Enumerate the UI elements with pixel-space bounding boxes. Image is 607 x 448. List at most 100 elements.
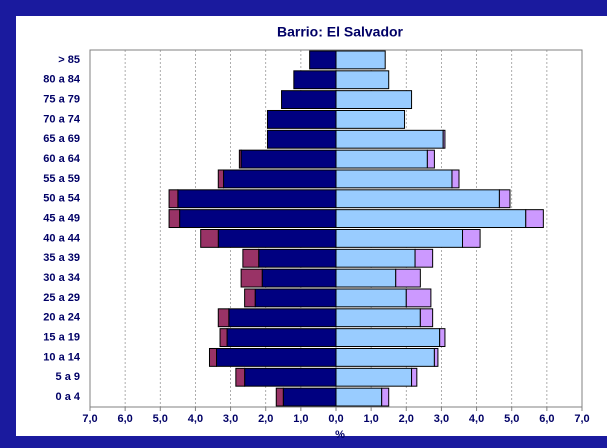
y-tick-label: 45 a 49 [43, 212, 80, 224]
bar [168, 209, 181, 229]
bar [335, 347, 435, 367]
bar [335, 228, 464, 248]
y-tick-label: 0 a 4 [56, 391, 81, 403]
bar [217, 308, 230, 328]
bar [414, 248, 434, 268]
bar [419, 308, 434, 328]
bar [244, 367, 337, 387]
bar [439, 328, 446, 348]
bar [226, 328, 337, 348]
bar [254, 288, 337, 308]
bar [266, 109, 337, 129]
x-tick-label: 6,0 [117, 413, 132, 425]
bar [235, 367, 246, 387]
bar [223, 169, 337, 189]
y-tick-label: 60 a 64 [43, 153, 81, 165]
bar [275, 387, 284, 407]
bar [335, 90, 413, 110]
x-tick-label: 5,0 [153, 413, 168, 425]
bar [240, 268, 263, 288]
bar [335, 189, 500, 209]
bar [426, 149, 435, 169]
y-tick-label: 5 a 9 [56, 371, 80, 383]
y-tick-label: 65 a 69 [43, 133, 80, 145]
bar [411, 367, 418, 387]
x-tick-label: 3,0 [434, 413, 449, 425]
bar [405, 288, 432, 308]
bar [335, 268, 397, 288]
bar [525, 209, 544, 229]
x-axis-label: % [335, 429, 345, 441]
bar [309, 50, 337, 70]
bar [266, 129, 337, 149]
bar [293, 70, 337, 90]
x-tick-label: 0,0 [328, 413, 343, 425]
bar [335, 387, 383, 407]
bar [442, 129, 446, 149]
x-tick-label: 4,0 [188, 413, 203, 425]
y-tick-label: 80 a 84 [43, 74, 81, 86]
y-tick-label: 75 a 79 [43, 93, 80, 105]
x-tick-label: 3,0 [223, 413, 238, 425]
y-tick-label: 70 a 74 [43, 113, 81, 125]
bar [228, 308, 337, 328]
bar [258, 248, 337, 268]
x-tick-label: 5,0 [504, 413, 519, 425]
x-tick-label: 1,0 [363, 413, 378, 425]
bar [451, 169, 460, 189]
bar [217, 169, 225, 189]
bar [208, 347, 218, 367]
x-tick-label: 2,0 [399, 413, 414, 425]
y-tick-label: 25 a 29 [43, 292, 80, 304]
bar [335, 169, 453, 189]
x-tick-label: 2,0 [258, 413, 273, 425]
x-tick-label: 7,0 [574, 413, 589, 425]
bar [335, 209, 527, 229]
bar [282, 387, 337, 407]
bar [168, 189, 179, 209]
bar [335, 149, 428, 169]
bar [335, 288, 407, 308]
bar [335, 109, 406, 129]
bar [242, 248, 260, 268]
bar [179, 209, 337, 229]
bar [335, 50, 386, 70]
bar [261, 268, 337, 288]
bar [240, 149, 337, 169]
bar [381, 387, 390, 407]
bar [216, 347, 337, 367]
x-tick-label: 7,0 [82, 413, 97, 425]
bar [395, 268, 421, 288]
bar [335, 129, 444, 149]
bar [498, 189, 511, 209]
bar [335, 328, 441, 348]
bar [462, 228, 481, 248]
y-tick-label: 30 a 34 [43, 272, 81, 284]
bar [335, 248, 416, 268]
bar [335, 70, 390, 90]
x-tick-label: 4,0 [469, 413, 484, 425]
y-tick-label: 55 a 59 [43, 173, 80, 185]
y-tick-label: 20 a 24 [43, 312, 81, 324]
bar [217, 228, 337, 248]
bar [238, 149, 242, 169]
bar [433, 347, 439, 367]
x-tick-label: 6,0 [539, 413, 554, 425]
bar [335, 308, 421, 328]
bar [177, 189, 337, 209]
chart-title: Barrio: El Salvador [277, 24, 404, 40]
bar [335, 367, 413, 387]
plot-frame [89, 49, 583, 408]
y-tick-label: > 85 [58, 54, 80, 66]
y-tick-label: 50 a 54 [43, 193, 81, 205]
y-tick-label: 35 a 39 [43, 252, 80, 264]
y-tick-label: 10 a 14 [43, 351, 81, 363]
y-tick-label: 40 a 44 [43, 232, 81, 244]
y-tick-label: 15 a 19 [43, 331, 80, 343]
x-tick-label: 1,0 [293, 413, 308, 425]
bar [219, 328, 228, 348]
bar [281, 90, 337, 110]
bar [244, 288, 256, 308]
bar [200, 228, 219, 248]
